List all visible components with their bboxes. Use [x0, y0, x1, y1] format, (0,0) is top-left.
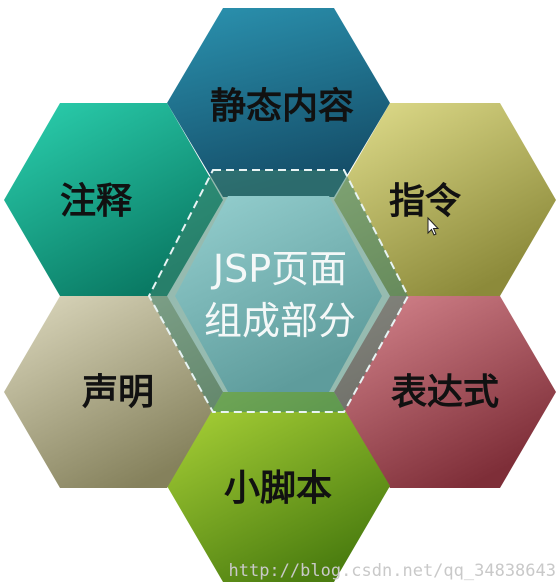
hex-static-content: 静态内容	[167, 8, 390, 197]
hex-declaration-label: 声明	[82, 372, 154, 413]
hex-center-jsp: JSP页面 组成部分	[175, 196, 382, 392]
center-title-line2: 组成部分	[204, 299, 356, 343]
hex-declaration: 声明	[4, 296, 223, 488]
center-title-line1: JSP页面	[211, 247, 347, 291]
hex-expression: 表达式	[334, 296, 556, 488]
hex-comment-label: 注释	[60, 181, 133, 222]
hex-expression-label: 表达式	[391, 372, 499, 413]
hex-scriptlet: 小脚本	[167, 392, 390, 582]
hex-scriptlet-label: 小脚本	[224, 468, 332, 509]
hex-comment: 注释	[4, 103, 223, 296]
hex-directive-label: 指令	[389, 181, 462, 222]
watermark-url: http://blog.csdn.net/qq_34838643	[228, 561, 556, 581]
center-hex-dashed-outline	[147, 169, 410, 413]
hex-directive: 指令	[334, 103, 556, 296]
hex-static-content-label: 静态内容	[210, 86, 354, 127]
mouse-cursor-icon	[427, 216, 440, 236]
